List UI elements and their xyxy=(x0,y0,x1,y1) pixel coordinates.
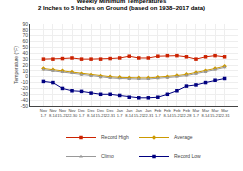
svg-text:Temperature (°F): Temperature (°F) xyxy=(13,46,19,84)
svg-text:Feb15-21: Feb15-21 xyxy=(172,108,183,118)
svg-text:Jan8-14: Jan8-14 xyxy=(125,108,134,118)
svg-text:Nov22-30: Nov22-30 xyxy=(67,108,78,118)
svg-text:Dec8-14: Dec8-14 xyxy=(87,108,96,118)
svg-text:Dec22-31: Dec22-31 xyxy=(105,108,116,118)
svg-text:60: 60 xyxy=(22,38,28,44)
svg-text:Weekly Minimum Temperatures2 I: Weekly Minimum Temperatures2 Inches to 5… xyxy=(38,0,205,11)
svg-text:-50: -50 xyxy=(21,103,28,109)
svg-text:20: 20 xyxy=(22,62,28,68)
svg-text:Feb22-28: Feb22-28 xyxy=(181,108,192,118)
svg-text:90: 90 xyxy=(22,21,28,27)
svg-text:Jan1-7: Jan1-7 xyxy=(116,108,123,118)
svg-text:Mar1-7: Mar1-7 xyxy=(193,108,201,118)
svg-text:70: 70 xyxy=(22,32,28,38)
svg-text:Mar15-21: Mar15-21 xyxy=(210,108,221,118)
svg-text:10: 10 xyxy=(22,68,28,74)
svg-text:-40: -40 xyxy=(21,97,28,103)
svg-text:80: 80 xyxy=(22,27,28,33)
svg-text:Feb1-7: Feb1-7 xyxy=(154,108,162,118)
svg-text:Feb8-14: Feb8-14 xyxy=(163,108,172,118)
svg-text:50: 50 xyxy=(22,44,28,50)
svg-text:Jan22-31: Jan22-31 xyxy=(143,108,154,118)
svg-text:Nov8-14: Nov8-14 xyxy=(49,108,58,118)
svg-text:Jan15-21: Jan15-21 xyxy=(134,108,145,118)
svg-text:Average: Average xyxy=(174,134,193,140)
svg-text:40: 40 xyxy=(22,50,28,56)
svg-text:0: 0 xyxy=(25,73,28,79)
svg-text:Dec15-21: Dec15-21 xyxy=(96,108,107,118)
svg-text:Climo: Climo xyxy=(101,153,114,159)
svg-text:-20: -20 xyxy=(21,85,28,91)
svg-text:Mar22-31: Mar22-31 xyxy=(219,108,230,118)
svg-text:Mar8-14: Mar8-14 xyxy=(202,108,211,118)
svg-text:Record Low: Record Low xyxy=(174,153,201,159)
svg-text:Nov15-21: Nov15-21 xyxy=(57,108,68,118)
svg-text:-30: -30 xyxy=(21,91,28,97)
svg-text:-10: -10 xyxy=(21,79,28,85)
svg-text:Dec1-7: Dec1-7 xyxy=(78,108,85,118)
svg-text:Nov1-7: Nov1-7 xyxy=(40,108,47,118)
svg-text:30: 30 xyxy=(22,56,28,62)
svg-text:Record High: Record High xyxy=(101,134,129,140)
